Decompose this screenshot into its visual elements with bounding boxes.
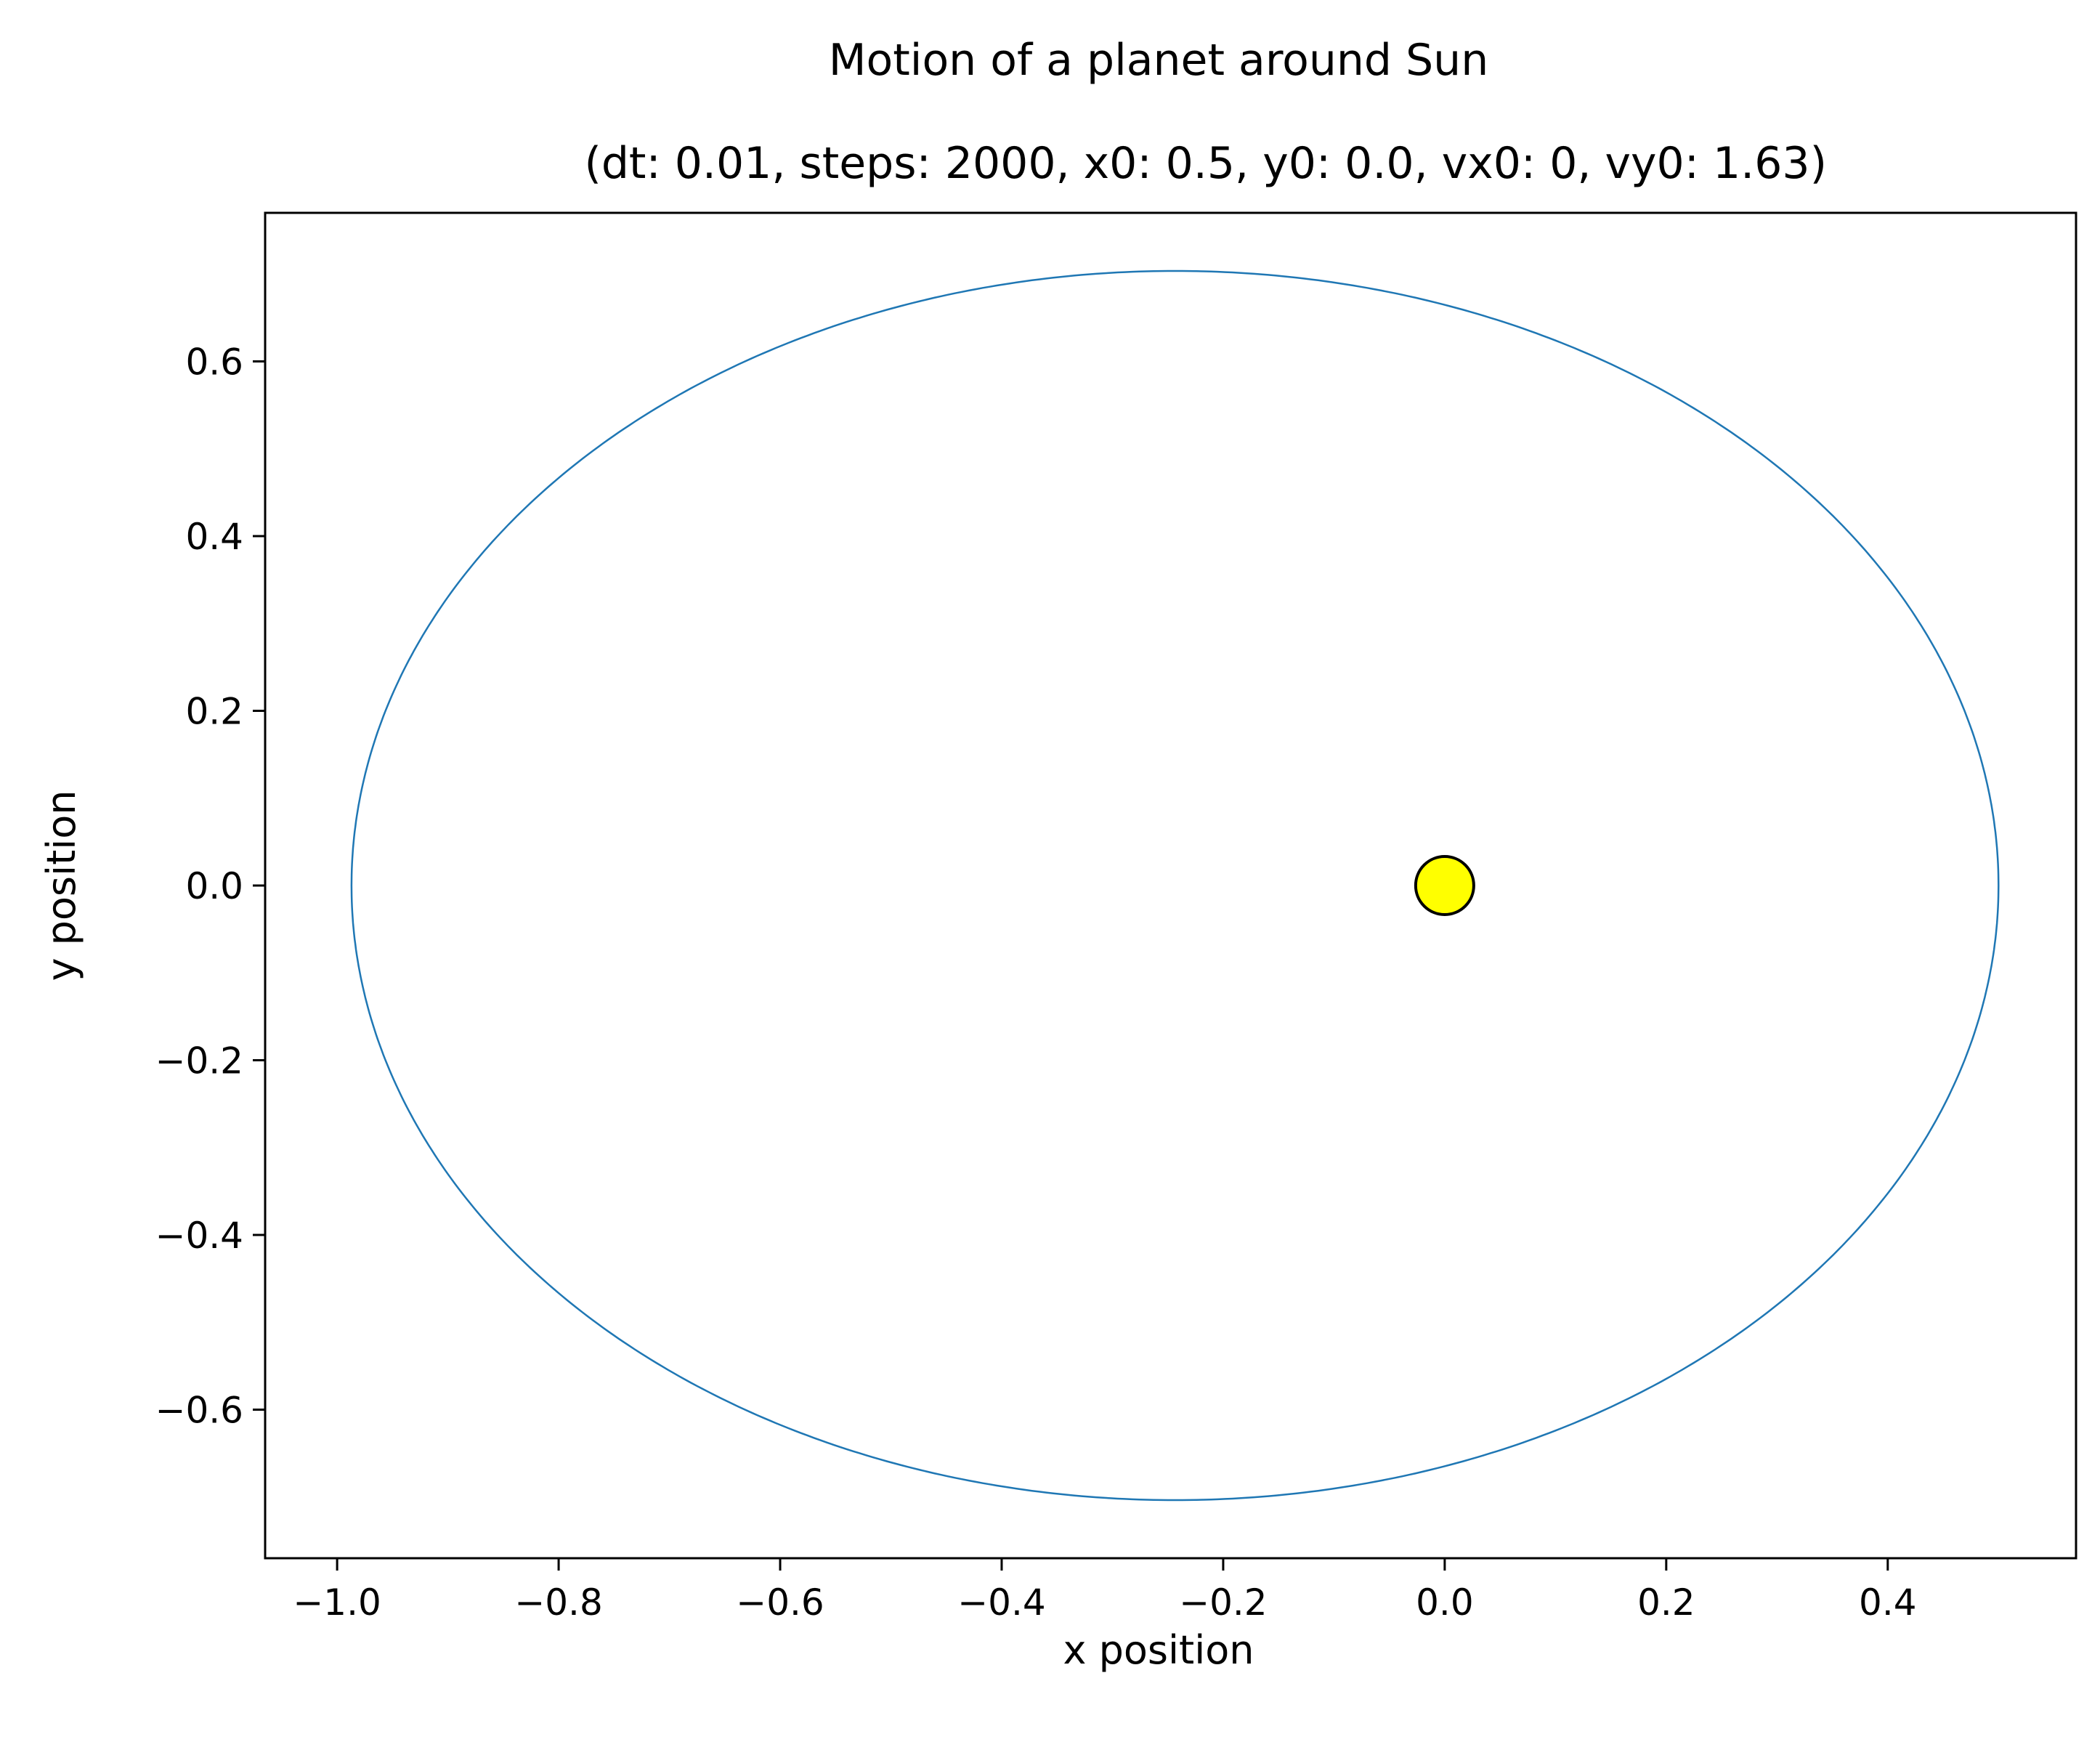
y-tick-label: −0.6 (155, 1390, 243, 1432)
chart-title: Motion of a planet around Sun (829, 35, 1488, 86)
sun-marker (1414, 855, 1475, 916)
x-tick-label: −0.2 (1179, 1581, 1267, 1624)
chart-subtitle: (dt: 0.01, steps: 2000, x0: 0.5, y0: 0.0… (584, 138, 1827, 189)
y-axis-ticks: −0.6 −0.4 −0.2 0.0 0.2 0.4 0.6 (155, 341, 265, 1432)
plot-frame (264, 211, 2077, 1560)
y-tick-label: −0.4 (155, 1215, 243, 1257)
x-tick-label: −0.4 (957, 1581, 1045, 1624)
x-tick-label: −0.8 (514, 1581, 602, 1624)
y-tick-label: −0.2 (155, 1040, 243, 1082)
y-tick-label: 0.4 (185, 516, 243, 558)
x-axis-ticks: −1.0 −0.8 −0.6 −0.4 −0.2 0.0 0.2 0.4 (293, 1558, 1917, 1624)
plot-content (350, 270, 2000, 1502)
y-tick-label: 0.6 (185, 341, 243, 383)
x-tick-label: −1.0 (293, 1581, 381, 1624)
x-tick-label: 0.2 (1637, 1581, 1695, 1624)
x-axis-label: x position (1063, 1627, 1254, 1673)
orbit-line-0 (350, 270, 2000, 1502)
y-tick-label: 0.0 (185, 865, 243, 907)
x-tick-label: −0.6 (736, 1581, 824, 1624)
y-tick-label: 0.2 (185, 690, 243, 732)
x-tick-label: 0.0 (1416, 1581, 1474, 1624)
plot-area (265, 213, 2076, 1558)
x-tick-label: 0.4 (1859, 1581, 1917, 1624)
y-axis-label: y position (38, 790, 84, 981)
